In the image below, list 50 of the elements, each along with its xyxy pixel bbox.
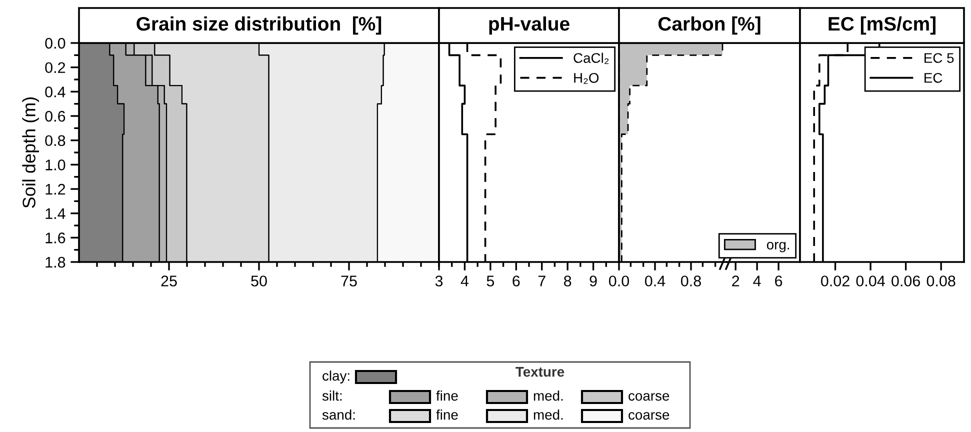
x-tick-label: 2 bbox=[732, 276, 740, 286]
y-tick-label: 0.2 bbox=[45, 62, 66, 74]
y-tick-label: 1.0 bbox=[46, 160, 66, 170]
legend-label: org. bbox=[766, 242, 790, 252]
x-tick-label: 4 bbox=[753, 276, 761, 286]
legend-label: med. bbox=[534, 410, 563, 420]
y-tick-label: 0.8 bbox=[45, 135, 66, 146]
legend-label: EC 5 bbox=[924, 53, 954, 63]
y-tick-label: 1.6 bbox=[46, 232, 66, 244]
x-tick-label: 50 bbox=[251, 276, 267, 286]
x-tick-label: 0.8 bbox=[680, 276, 701, 286]
legend-label: med. bbox=[534, 390, 563, 401]
chart-title: pH-value bbox=[489, 16, 570, 35]
y-tick-label: 0.4 bbox=[45, 86, 66, 98]
x-tick-label: 9 bbox=[590, 276, 597, 286]
y-tick-label: 0.0 bbox=[45, 38, 66, 49]
x-tick-label: 0.02 bbox=[821, 276, 850, 286]
x-tick-label: 25 bbox=[161, 276, 177, 286]
text: clay: bbox=[322, 370, 350, 384]
y-tick-label: 1.4 bbox=[46, 208, 66, 219]
y-axis-title: Soil depth (m) bbox=[22, 97, 40, 208]
y-tick-label: 1.2 bbox=[46, 184, 66, 195]
x-tick-label: 8 bbox=[564, 276, 572, 286]
x-tick-label: 4 bbox=[460, 276, 469, 286]
x-tick-label: 3 bbox=[435, 276, 443, 286]
legend-label: fine bbox=[436, 390, 458, 401]
x-tick-label: 7 bbox=[538, 276, 546, 286]
x-tick-label: 5 bbox=[486, 276, 494, 286]
legend-label: H₂O bbox=[574, 72, 599, 84]
chart-title: EC [mS/cm] bbox=[828, 16, 936, 35]
chart-title: Carbon [%] bbox=[658, 16, 760, 35]
y-tick-label: 1.8 bbox=[46, 256, 66, 268]
x-tick-label: 0.0 bbox=[608, 276, 630, 286]
x-tick-label: 75 bbox=[341, 276, 357, 286]
x-tick-label: 6 bbox=[512, 276, 520, 286]
legend-label: coarse bbox=[628, 393, 670, 401]
legend-label: EC bbox=[924, 72, 942, 83]
legend-label: CaCl₂ bbox=[574, 52, 609, 64]
x-tick-label: 0.04 bbox=[856, 276, 885, 286]
legend-label: fine bbox=[436, 410, 458, 420]
y-tick-label: 0.6 bbox=[45, 110, 66, 122]
x-tick-label: 0.06 bbox=[892, 276, 920, 286]
chart-title: Grain size distribution [%] bbox=[136, 16, 382, 35]
legend-title: Texture bbox=[516, 367, 564, 377]
x-tick-label: 6 bbox=[775, 276, 782, 286]
x-tick-label: 0.4 bbox=[644, 276, 666, 286]
x-tick-label: 0.08 bbox=[926, 276, 956, 286]
text: silt: bbox=[322, 390, 342, 401]
text: sand: bbox=[322, 410, 355, 420]
legend-label: coarse bbox=[628, 412, 670, 420]
